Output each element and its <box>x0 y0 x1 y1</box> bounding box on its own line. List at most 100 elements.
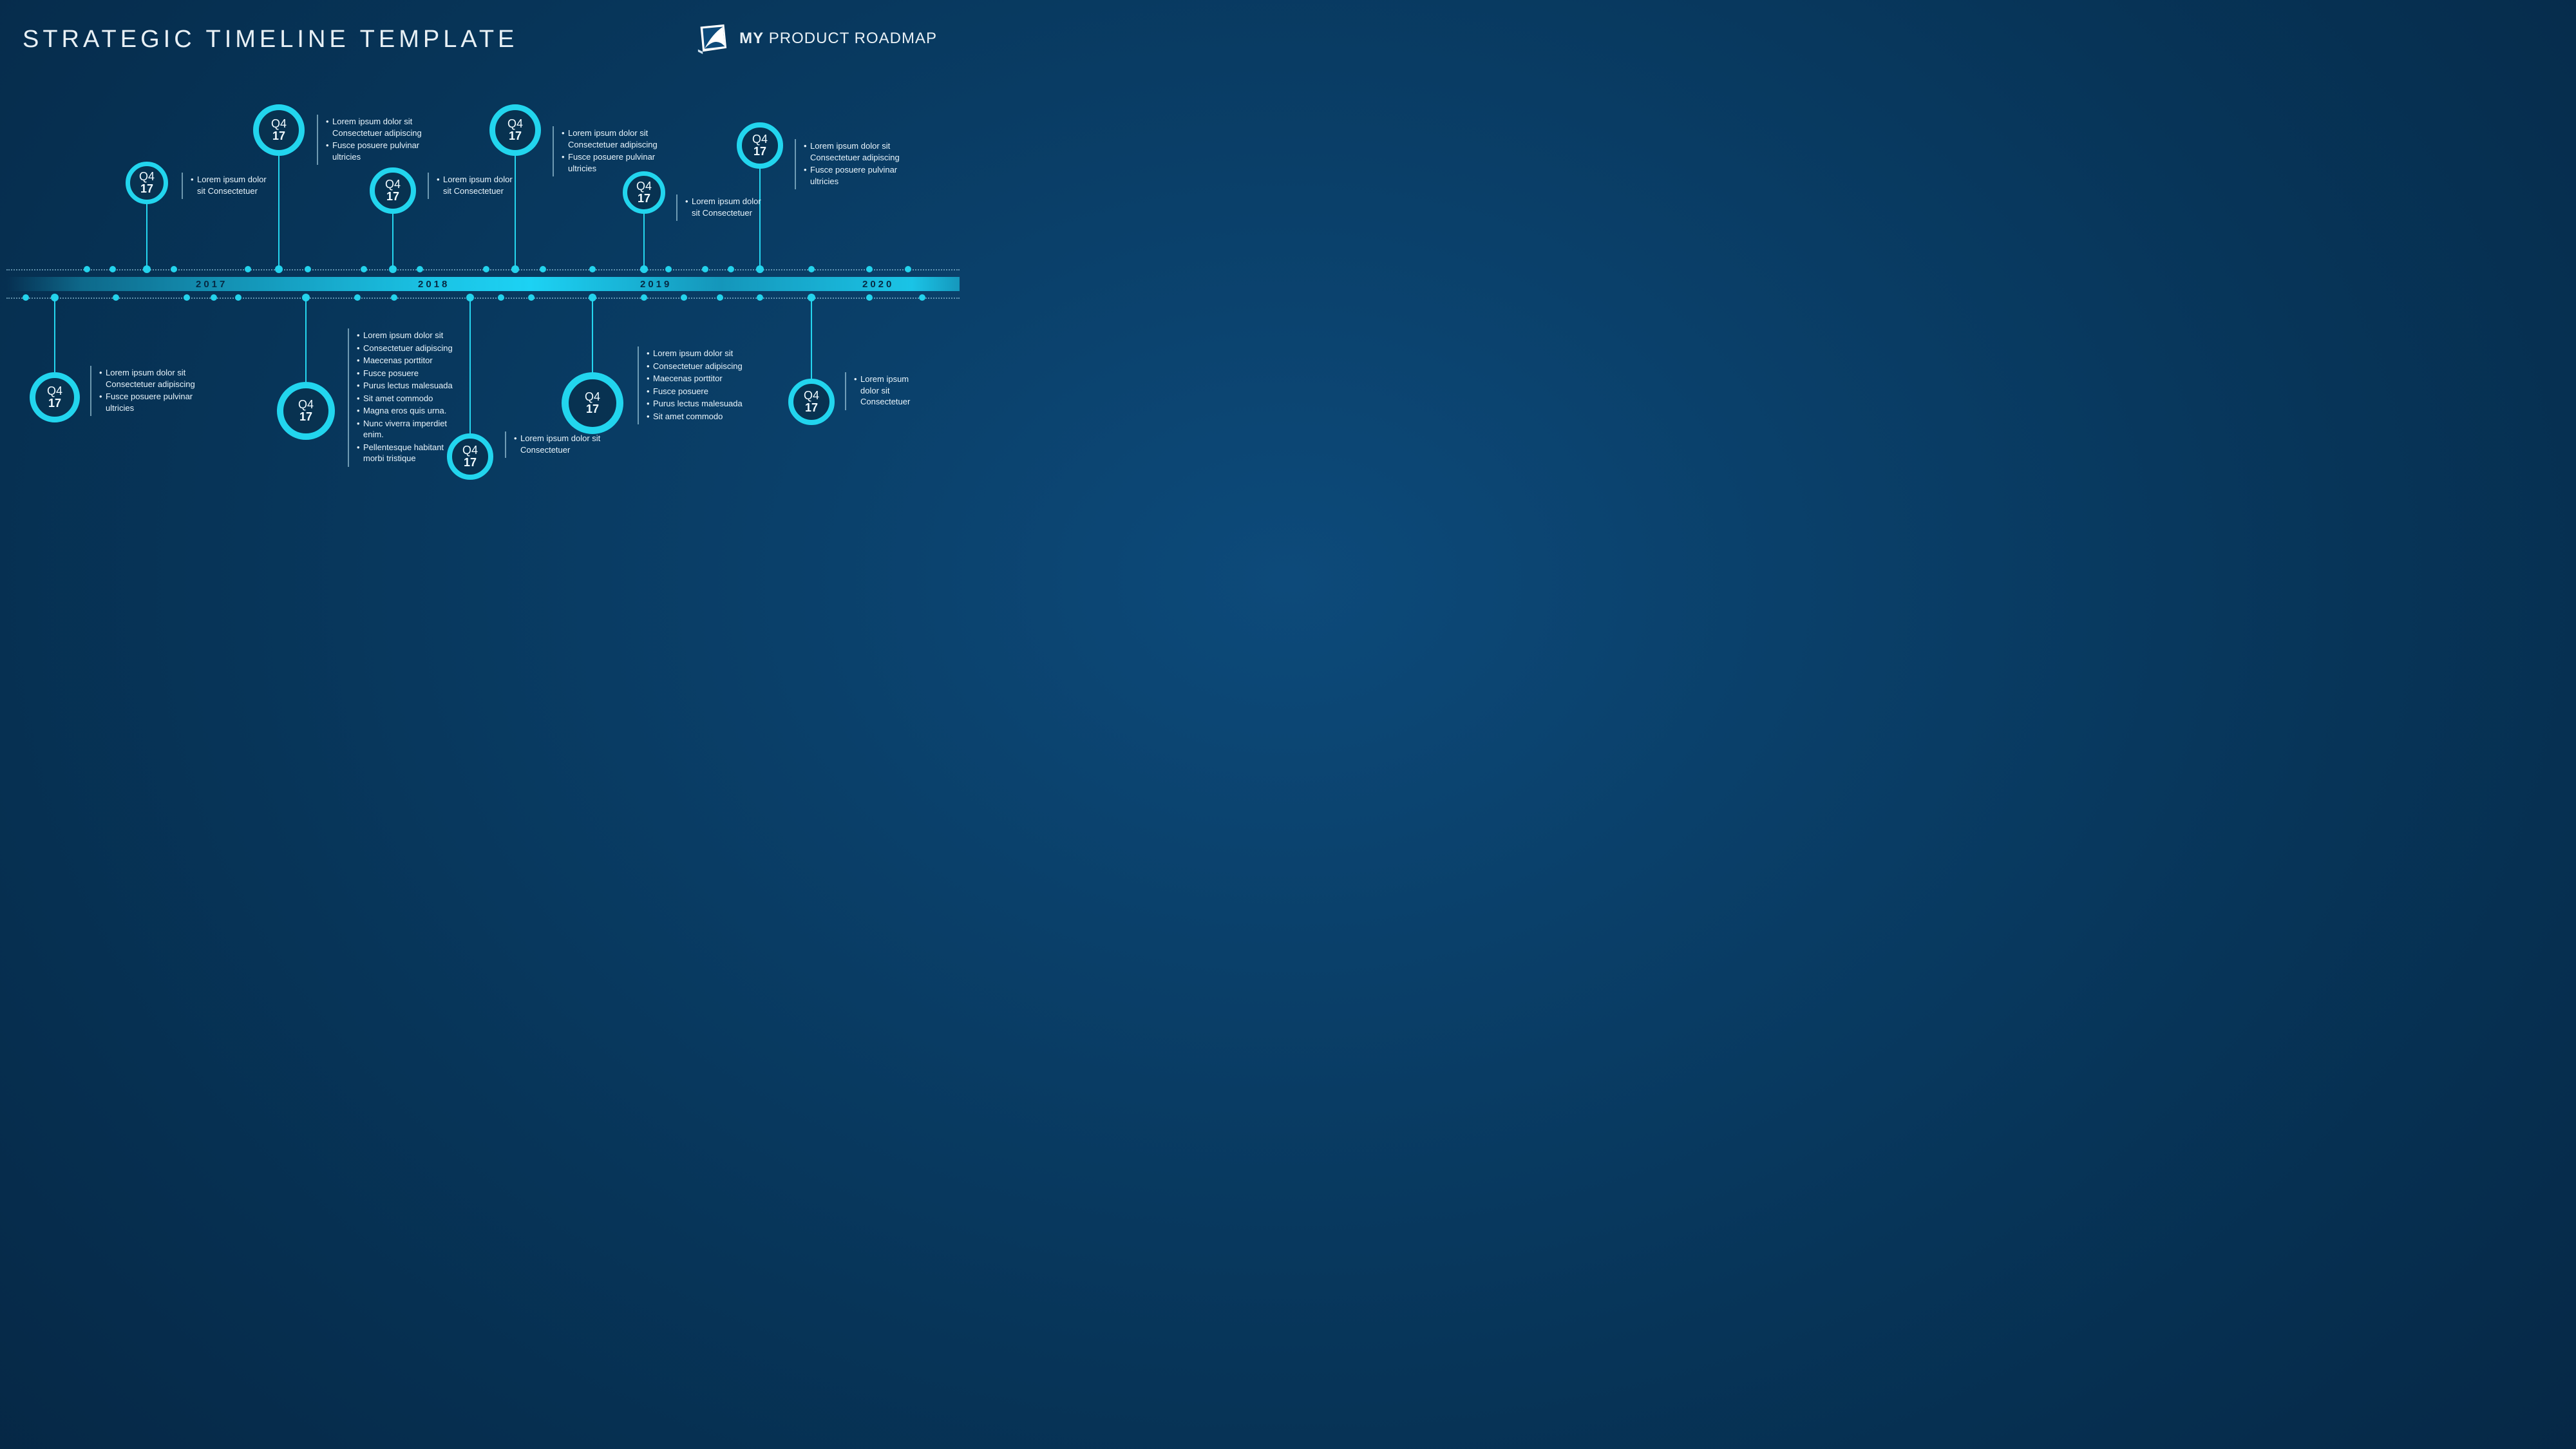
milestone-bullet: Fusce posuere pulvinar ultricies <box>804 164 904 187</box>
milestone-desc-m7: Lorem ipsum dolor sit Consectetuer adipi… <box>90 366 200 416</box>
milestone-ring: Q417 <box>253 104 305 156</box>
axis-bead <box>417 266 423 272</box>
milestone-bullet: Fusce posuere <box>357 368 464 379</box>
milestone-ring: Q417 <box>126 162 168 204</box>
milestone-ring: Q417 <box>623 171 665 214</box>
timeline-axis: 2017201820192020 <box>0 277 966 291</box>
milestone-bullet: Lorem ipsum dolor sit Consectetuer <box>437 174 518 196</box>
milestone-quarter: Q4 <box>507 118 523 130</box>
brand-light: PRODUCT ROADMAP <box>769 30 937 47</box>
milestone-quarter: Q4 <box>636 180 652 193</box>
milestone-bullet: Fusce posuere pulvinar ultricies <box>99 391 200 413</box>
axis-bead <box>717 294 723 301</box>
milestone-year: 17 <box>299 411 312 423</box>
axis-bead <box>184 294 190 301</box>
milestone-bullet: Maecenas porttitor <box>647 373 753 384</box>
axis-bead <box>641 294 647 301</box>
milestone-m2: Q417 <box>278 0 279 1</box>
milestone-desc-m5: Lorem ipsum dolor sit Consectetuer <box>676 194 766 221</box>
axis-bead <box>808 266 815 272</box>
milestone-ring: Q417 <box>30 372 80 422</box>
milestone-year: 17 <box>272 130 285 142</box>
milestone-year: 17 <box>638 193 650 205</box>
header: STRATEGIC TIMELINE TEMPLATE MY PRODUCT R… <box>23 26 937 54</box>
brand: MY PRODUCT ROADMAP <box>694 23 937 54</box>
axis-bead <box>84 266 90 272</box>
axis-bead <box>235 294 242 301</box>
axis-bead <box>528 294 535 301</box>
axis-bead <box>702 266 708 272</box>
milestone-year: 17 <box>805 402 818 414</box>
milestone-year: 17 <box>464 457 477 469</box>
page-title: STRATEGIC TIMELINE TEMPLATE <box>23 26 518 53</box>
axis-bar <box>6 277 960 291</box>
milestone-bullet: Magna eros quis urna. <box>357 405 464 417</box>
milestone-bullet: Lorem ipsum dolor sit Consectetuer adipi… <box>804 140 904 163</box>
milestone-desc-m1: Lorem ipsum dolor sit Consectetuer <box>182 173 272 199</box>
milestone-ring: Q417 <box>562 372 623 434</box>
milestone-ring: Q417 <box>370 167 416 214</box>
milestone-ring: Q417 <box>489 104 541 156</box>
milestone-stem <box>643 211 645 269</box>
milestone-m4: Q417 <box>515 0 516 1</box>
axis-bead <box>361 266 367 272</box>
axis-bead <box>866 266 873 272</box>
axis-bead <box>728 266 734 272</box>
milestone-bullet: Pellentesque habitant morbi tristique <box>357 442 464 464</box>
axis-bead <box>211 294 217 301</box>
milestone-bullet: Consectetuer adipiscing <box>647 361 753 372</box>
axis-bead <box>919 294 925 301</box>
milestone-desc-m2: Lorem ipsum dolor sit Consectetuer adipi… <box>317 115 426 165</box>
milestone-quarter: Q4 <box>752 133 768 146</box>
milestone-bullet: Lorem ipsum dolor sit Consectetuer <box>685 196 766 218</box>
milestone-desc-m3: Lorem ipsum dolor sit Consectetuer <box>428 173 518 199</box>
milestone-bullet: Fusce posuere <box>647 386 753 397</box>
milestone-bullet: Lorem ipsum dolor sit <box>357 330 464 341</box>
axis-bead <box>589 266 596 272</box>
axis-bead <box>681 294 687 301</box>
milestone-desc-m6: Lorem ipsum dolor sit Consectetuer adipi… <box>795 139 904 189</box>
milestone-bullet: Lorem ipsum dolor sit Consectetuer adipi… <box>562 128 662 150</box>
milestone-m6: Q417 <box>759 0 761 1</box>
milestone-bullet: Lorem ipsum dolor sit Consectetuer <box>514 433 601 455</box>
milestone-m1: Q417 <box>146 0 147 1</box>
milestone-bullet: Fusce posuere pulvinar ultricies <box>562 151 662 174</box>
milestone-year: 17 <box>586 403 599 415</box>
milestone-ring: Q417 <box>277 382 335 440</box>
milestone-quarter: Q4 <box>47 385 62 397</box>
milestone-bullet: Maecenas porttitor <box>357 355 464 366</box>
milestone-m3: Q417 <box>392 0 393 1</box>
milestone-stem <box>54 298 55 375</box>
milestone-stem <box>515 153 516 269</box>
milestone-desc-m10: Lorem ipsum dolor sitConsectetuer adipis… <box>638 346 753 424</box>
milestone-quarter: Q4 <box>462 444 478 457</box>
axis-bead <box>109 266 116 272</box>
milestone-bullet: Nunc viverra imperdiet enim. <box>357 418 464 440</box>
milestone-year: 17 <box>48 397 61 410</box>
milestone-m9: Q417 <box>469 0 471 1</box>
milestone-bullet: Lorem ipsum dolor sit Consectetuer adipi… <box>326 116 426 138</box>
milestone-m11: Q417 <box>811 0 812 1</box>
brand-bold: MY <box>739 30 764 47</box>
milestone-year: 17 <box>140 183 153 195</box>
milestone-m5: Q417 <box>643 0 645 1</box>
axis-bead <box>23 294 29 301</box>
milestone-bullet: Sit amet commodo <box>647 411 753 422</box>
milestone-quarter: Q4 <box>298 399 314 411</box>
milestone-bullet: Lorem ipsum dolor sit Consectetuer adipi… <box>99 367 200 390</box>
year-label-2019: 2019 <box>631 277 681 291</box>
axis-bead <box>354 294 361 301</box>
milestone-desc-m8: Lorem ipsum dolor sit Consectetuer adipis… <box>348 328 464 467</box>
axis-bead <box>113 294 119 301</box>
milestone-m10: Q417 <box>592 0 593 1</box>
milestone-quarter: Q4 <box>585 391 600 403</box>
brand-logo-icon <box>694 23 730 54</box>
axis-bead <box>391 294 397 301</box>
milestone-m7: Q417 <box>54 0 55 1</box>
milestone-bullet: Consectetuer adipiscing <box>357 343 464 354</box>
axis-bead <box>866 294 873 301</box>
milestone-m8: Q417 <box>305 0 307 1</box>
axis-bead <box>757 294 763 301</box>
milestone-stem <box>592 298 593 375</box>
milestone-stem <box>469 298 471 436</box>
